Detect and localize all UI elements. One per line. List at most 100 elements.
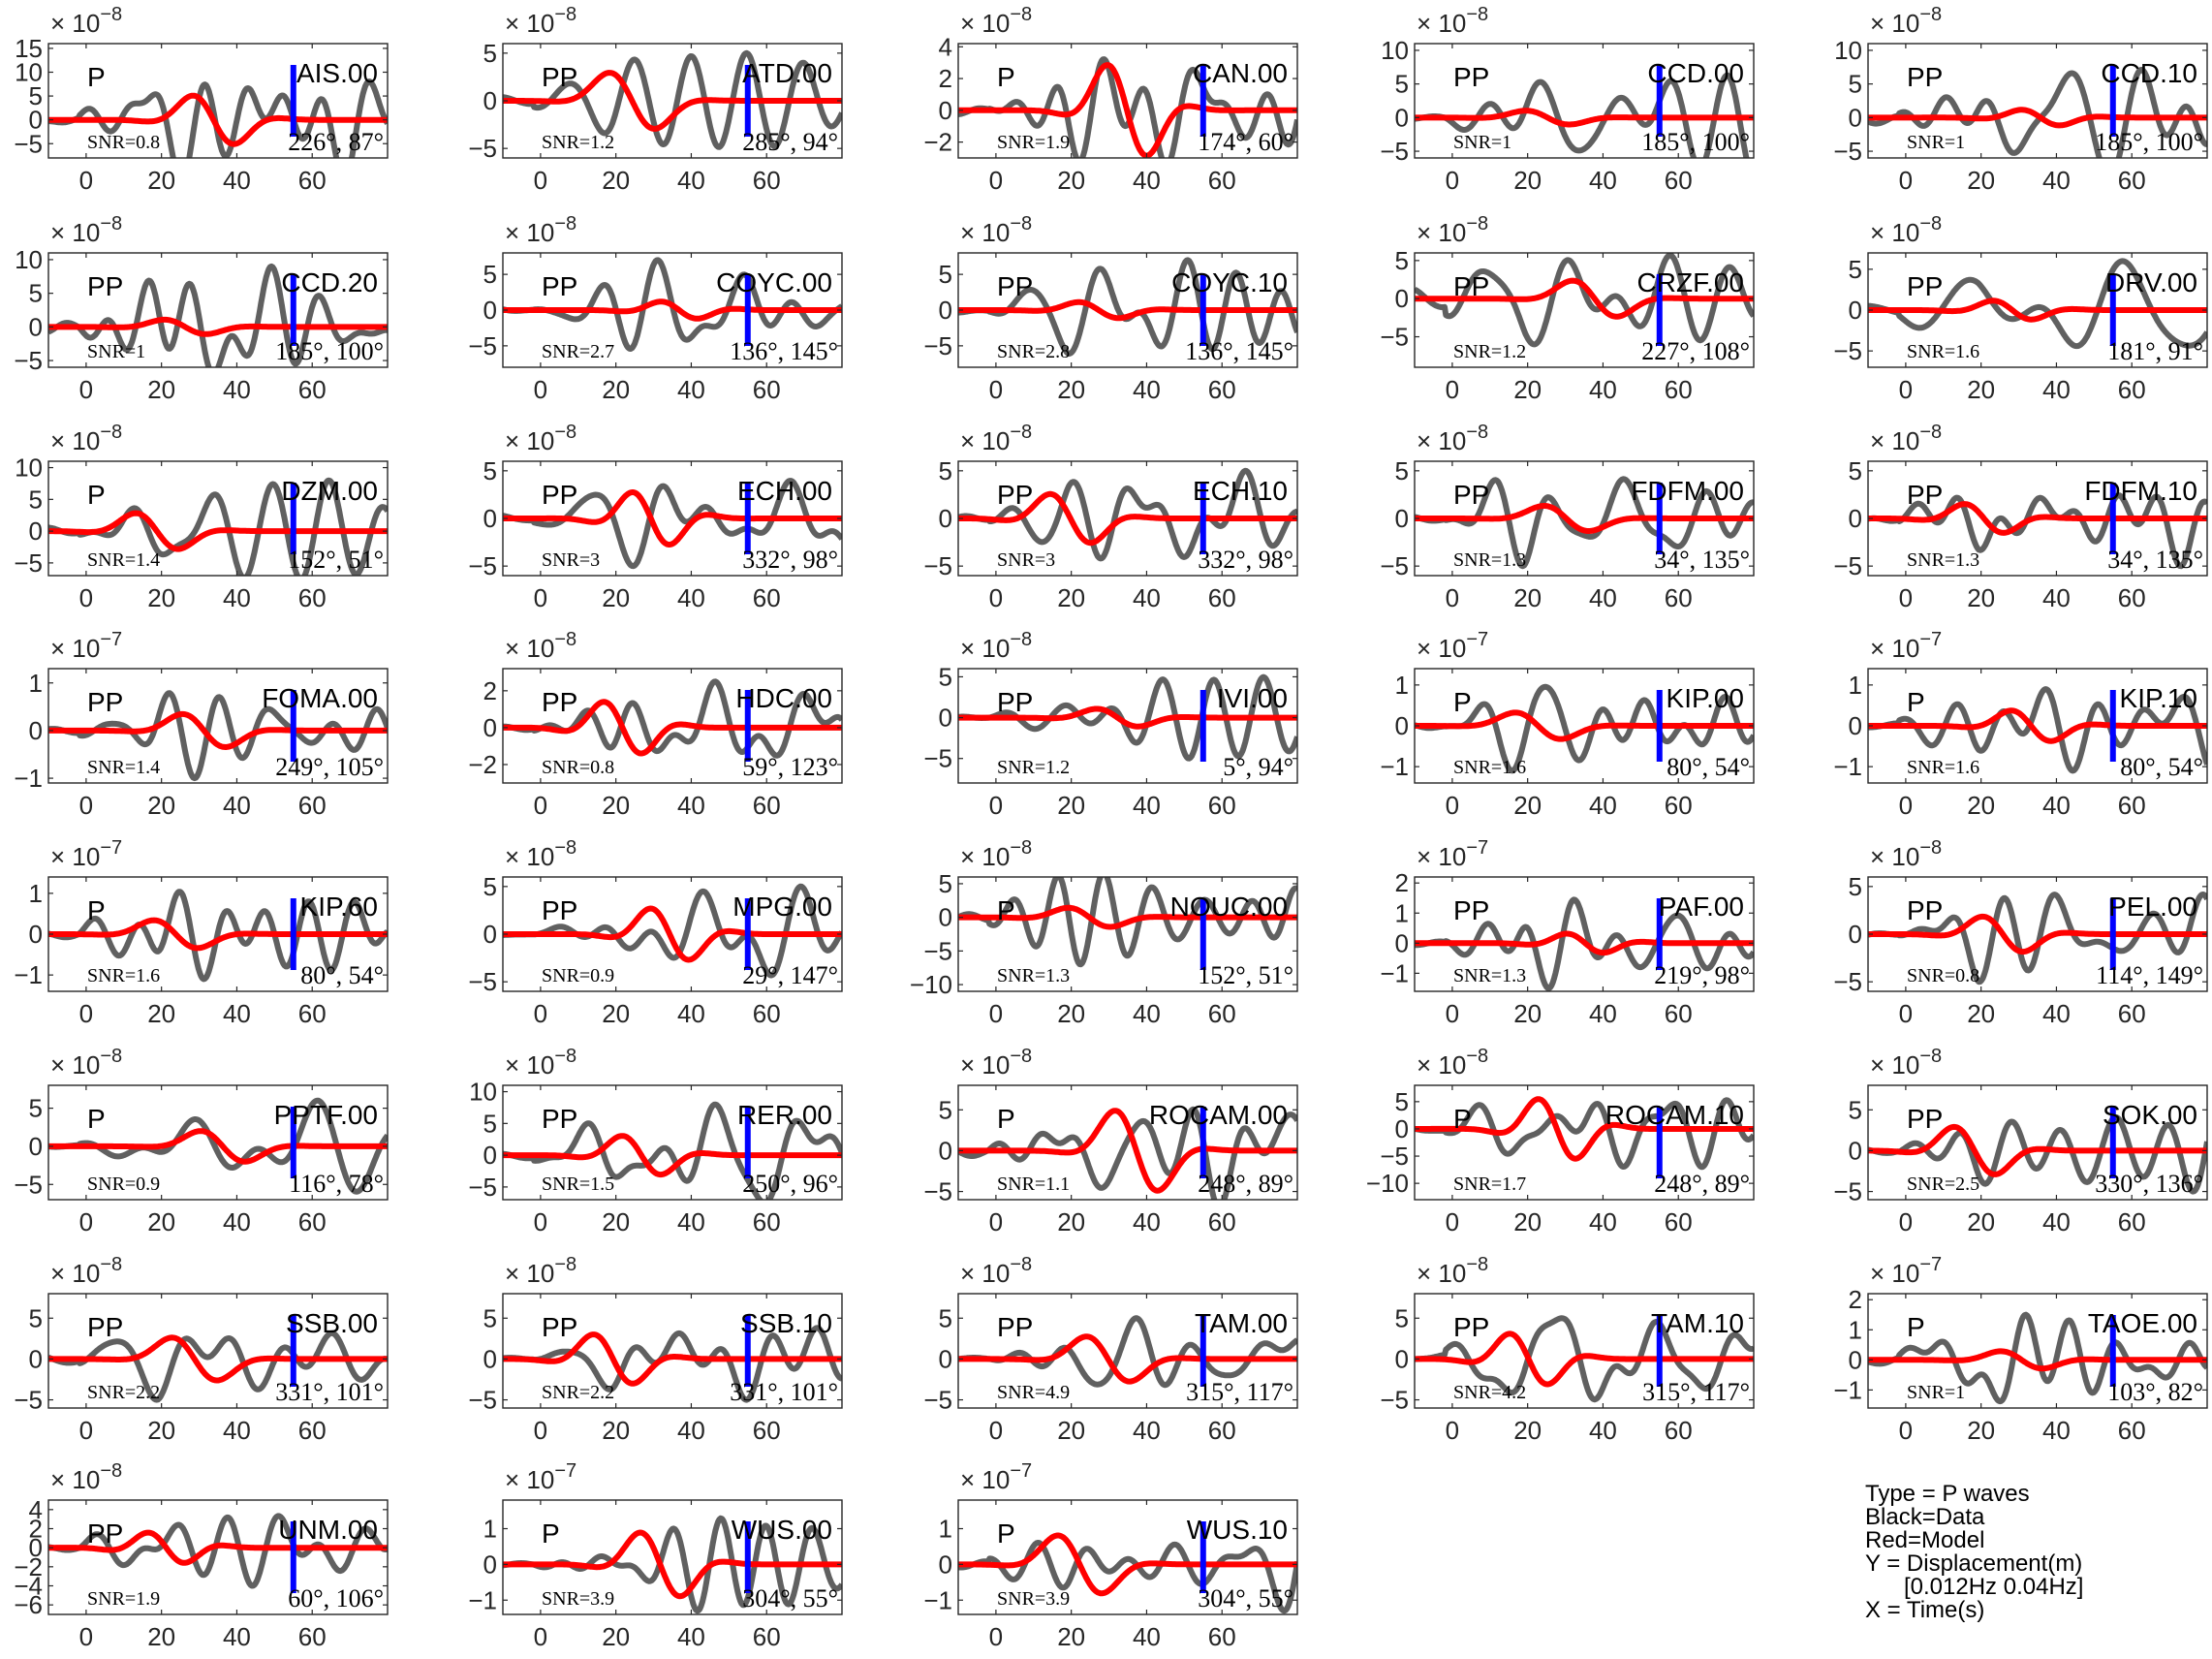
x-tick-label: 20 [1967,1207,1995,1236]
phase-label: P [1453,687,1472,717]
x-tick-label: 60 [1665,583,1693,612]
x-tick-label: 20 [1057,166,1085,195]
station-label: FDFM.10 [2084,476,2197,506]
x-tick-label: 20 [1057,1416,1085,1445]
y-tick-label: 2 [29,1515,43,1544]
station-label: DRV.00 [2105,267,2197,297]
phase-label: PP [542,62,577,92]
y-tick-label: −5 [1380,551,1409,580]
snr-label: SNR=1.9 [87,1588,160,1610]
x-tick-label: 0 [534,999,547,1028]
waveform-panel: 0 20 40 60 −1 0 1 × 10−7 P KIP.60 SNR=1.6 80°, 54° [14,837,389,1028]
x-tick-label: 0 [989,791,1003,820]
station-label: RER.00 [737,1100,832,1130]
axes-box [1867,1293,2208,1409]
model-trace [48,92,388,147]
axes-box [957,43,1298,159]
snr-label: SNR=0.9 [87,1174,160,1195]
y-tick-label: −5 [1833,551,1862,580]
phase-label: P [997,895,1015,925]
waveform-panel: 0 20 40 60 −2 0 2 4 × 10−8 P CAN.00 SNR=1.9 174°, 60… [923,4,1298,195]
x-tick-label: 60 [298,583,327,612]
x-tick-label: 60 [1665,375,1693,404]
x-tick-label: 20 [1513,1416,1542,1445]
y-tick-label: −5 [14,1170,43,1199]
exponent-label: × 10−8 [1417,1046,1488,1080]
y-tick-label: 2 [1395,868,1409,897]
exponent-label: × 10−8 [50,422,122,455]
phase-label: P [1907,687,1925,717]
exponent-label: × 10−8 [50,1460,122,1494]
panel-svg: 0 20 40 60 −5 0 5 × 10−8 PP COYC.10 SNR=2.8 136°, 1… [923,213,1298,404]
panel-svg: 0 20 40 60 −5 0 510 × 10−8 PP RER.00 SNR=1.5 250°, … [468,1046,843,1236]
legend-line-model: Red=Model [1865,1527,1985,1553]
y-tick-label: 0 [1849,296,1862,325]
x-tick-label: 60 [298,999,327,1028]
snr-label: SNR=0.9 [542,965,614,986]
y-tick-label: 5 [29,279,43,308]
phase-label: PP [1907,1104,1943,1134]
y-tick-label: 0 [483,1344,497,1373]
exponent-label: × 10−8 [505,1046,576,1080]
panel-svg: 0 20 40 60 −1 0 1 × 10−7 P KIP.10 SNR=1.6 80°, 54° [1833,629,2208,820]
y-tick-label: 0 [483,713,497,742]
azimuth-label: 330°, 136° [2095,1170,2203,1198]
data-trace [48,889,388,983]
axes-box [47,668,389,784]
model-trace [503,70,842,132]
y-tick-label: 0 [939,704,952,733]
exponent-label: × 10−8 [1417,422,1488,455]
y-tick-label: −1 [14,764,43,793]
model-trace [958,62,1297,158]
x-tick-label: 40 [2042,1207,2071,1236]
y-tick-label: 0 [1849,103,1862,132]
x-tick-label: 20 [147,1207,175,1236]
panel-svg: 0 20 40 60 −5 0 5 × 10−8 PP IVI.00 SNR=1.2 5°, 94° [923,629,1298,820]
x-tick-label: 40 [1589,1207,1617,1236]
y-tick-label: −5 [923,744,952,773]
x-tick-label: 0 [79,166,93,195]
y-tick-label: 0 [939,296,952,325]
azimuth-label: 181°, 91° [2107,337,2203,365]
x-tick-label: 0 [534,166,547,195]
x-tick-label: 60 [2118,1416,2146,1445]
x-tick-label: 0 [79,1207,93,1236]
x-tick-label: 60 [298,1622,327,1651]
snr-label: SNR=1.5 [542,1174,614,1195]
y-tick-label: −5 [923,1177,952,1206]
axes-box [957,1499,1298,1615]
phase-label: PP [1453,271,1489,301]
station-label: TAM.10 [1651,1308,1744,1338]
station-label: ECH.00 [737,476,832,506]
data-trace [958,1540,1297,1614]
station-label: IVI.00 [1217,683,1288,713]
model-trace [1415,503,1754,534]
phase-label: PP [1907,895,1943,925]
y-tick-label: −5 [1833,137,1862,166]
y-tick-label: 2 [1849,1285,1862,1314]
panel-svg: 0 20 40 60 −2 0 2 4 × 10−8 P CAN.00 SNR=1.9 174°, 60… [923,4,1298,195]
y-tick-label: 1 [29,879,43,908]
exponent-label: × 10−8 [505,1254,576,1288]
x-tick-label: 0 [79,791,93,820]
waveform-panel: 0 20 40 60 −5 0 5 10 × 10−8 P DZM.00 SNR=1.4 152°, 5… [14,422,389,612]
y-tick-label: 5 [1395,1303,1409,1332]
x-tick-label: 0 [534,791,547,820]
y-tick-label: −5 [1380,1142,1409,1171]
x-tick-label: 60 [298,1416,327,1445]
waveform-panel: 0 20 40 60 −5 0 5 × 10−8 PP ECH.10 SNR=3 332°, 98° [923,422,1298,612]
y-tick-label: −5 [14,346,43,375]
data-trace [503,478,842,570]
x-tick-label: 60 [2118,375,2146,404]
y-tick-label: −6 [14,1590,43,1619]
phase-label: P [1907,1312,1925,1342]
x-tick-label: 20 [1967,583,1995,612]
snr-label: SNR=1.9 [997,132,1070,153]
exponent-label: × 10−8 [505,629,576,663]
snr-label: SNR=1.2 [997,757,1070,778]
x-tick-label: 40 [677,583,705,612]
y-tick-label: 5 [939,456,952,485]
exponent-label: × 10−8 [960,1254,1032,1288]
azimuth-label: 103°, 82° [2107,1378,2203,1406]
snr-label: SNR=1.3 [997,965,1070,986]
